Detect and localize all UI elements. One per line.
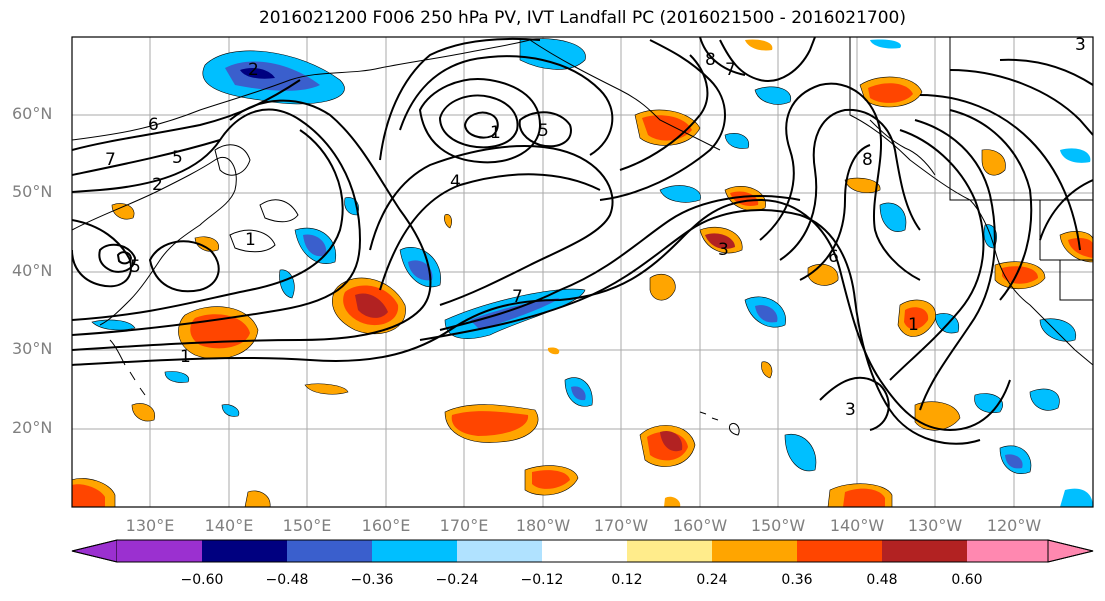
contour-label: 7 xyxy=(105,150,116,170)
lat-label: 30°N xyxy=(12,339,53,358)
contour-label: 7 xyxy=(725,60,736,80)
contour-labels: 6 7 5 2 1 4 5 3 6 8 8 7 1 3 7 2 1 5 1 3 xyxy=(105,35,1086,420)
contour-label: 2 xyxy=(152,175,163,195)
contour-label: 1 xyxy=(245,230,256,250)
lon-label: 140°W xyxy=(829,516,885,535)
lon-label: 180°W xyxy=(515,516,571,535)
contour-label: 5 xyxy=(172,148,183,168)
contour-label: 6 xyxy=(148,115,159,135)
lon-label: 170°E xyxy=(439,516,489,535)
lon-label: 160°E xyxy=(361,516,411,535)
lon-label: 150°E xyxy=(282,516,332,535)
map-title: 2016021200 F006 250 hPa PV, IVT Landfall… xyxy=(258,8,906,28)
lat-label: 50°N xyxy=(12,182,53,201)
map-frame xyxy=(71,36,1094,508)
contour-label: 5 xyxy=(538,121,549,141)
pv-contours xyxy=(72,37,1093,445)
colorbar-tick: −0.36 xyxy=(350,572,394,588)
contour-label: 1 xyxy=(180,347,191,367)
lon-label: 170°W xyxy=(593,516,649,535)
lat-label: 60°N xyxy=(12,104,53,123)
colorbar-tick: −0.48 xyxy=(265,572,309,588)
coastlines xyxy=(72,37,1093,436)
contour-label: 2 xyxy=(248,60,259,80)
colorbar-tick: 0.36 xyxy=(781,572,813,588)
lat-label: 40°N xyxy=(12,261,53,280)
lat-label: 20°N xyxy=(12,418,53,437)
colorbar-tick: 0.48 xyxy=(866,572,898,588)
contour-label: 1 xyxy=(490,123,501,143)
lon-label: 160°W xyxy=(672,516,728,535)
lon-label: 150°W xyxy=(750,516,806,535)
contour-label: 3 xyxy=(845,400,856,420)
colorbar-tick: −0.24 xyxy=(435,572,479,588)
contour-label: 8 xyxy=(862,150,873,170)
lon-label: 140°E xyxy=(204,516,254,535)
colorbar-tick: 0.12 xyxy=(611,572,643,588)
colorbar-tick: 0.60 xyxy=(951,572,983,588)
contour-label: 7 xyxy=(512,287,523,307)
contour-label: 3 xyxy=(1075,35,1086,55)
colorbar-tick: 0.24 xyxy=(696,572,728,588)
colorbar xyxy=(71,539,1094,563)
lon-label: 120°W xyxy=(986,516,1042,535)
contour-label: 1 xyxy=(908,315,919,335)
map-area: 6 7 5 2 1 4 5 3 6 8 8 7 1 3 7 2 1 5 1 3 xyxy=(72,35,1093,507)
graticule xyxy=(72,37,1093,507)
contour-label: 6 xyxy=(828,247,839,267)
contour-label: 3 xyxy=(718,240,729,260)
pv-shading xyxy=(72,38,1093,507)
colorbar-tick: −0.12 xyxy=(520,572,564,588)
contour-label: 8 xyxy=(705,50,716,70)
colorbar-tick: −0.60 xyxy=(180,572,224,588)
contour-label: 5 xyxy=(130,257,141,277)
contour-label: 4 xyxy=(450,172,461,192)
lon-label: 130°E xyxy=(125,516,175,535)
lon-label: 130°W xyxy=(907,516,963,535)
